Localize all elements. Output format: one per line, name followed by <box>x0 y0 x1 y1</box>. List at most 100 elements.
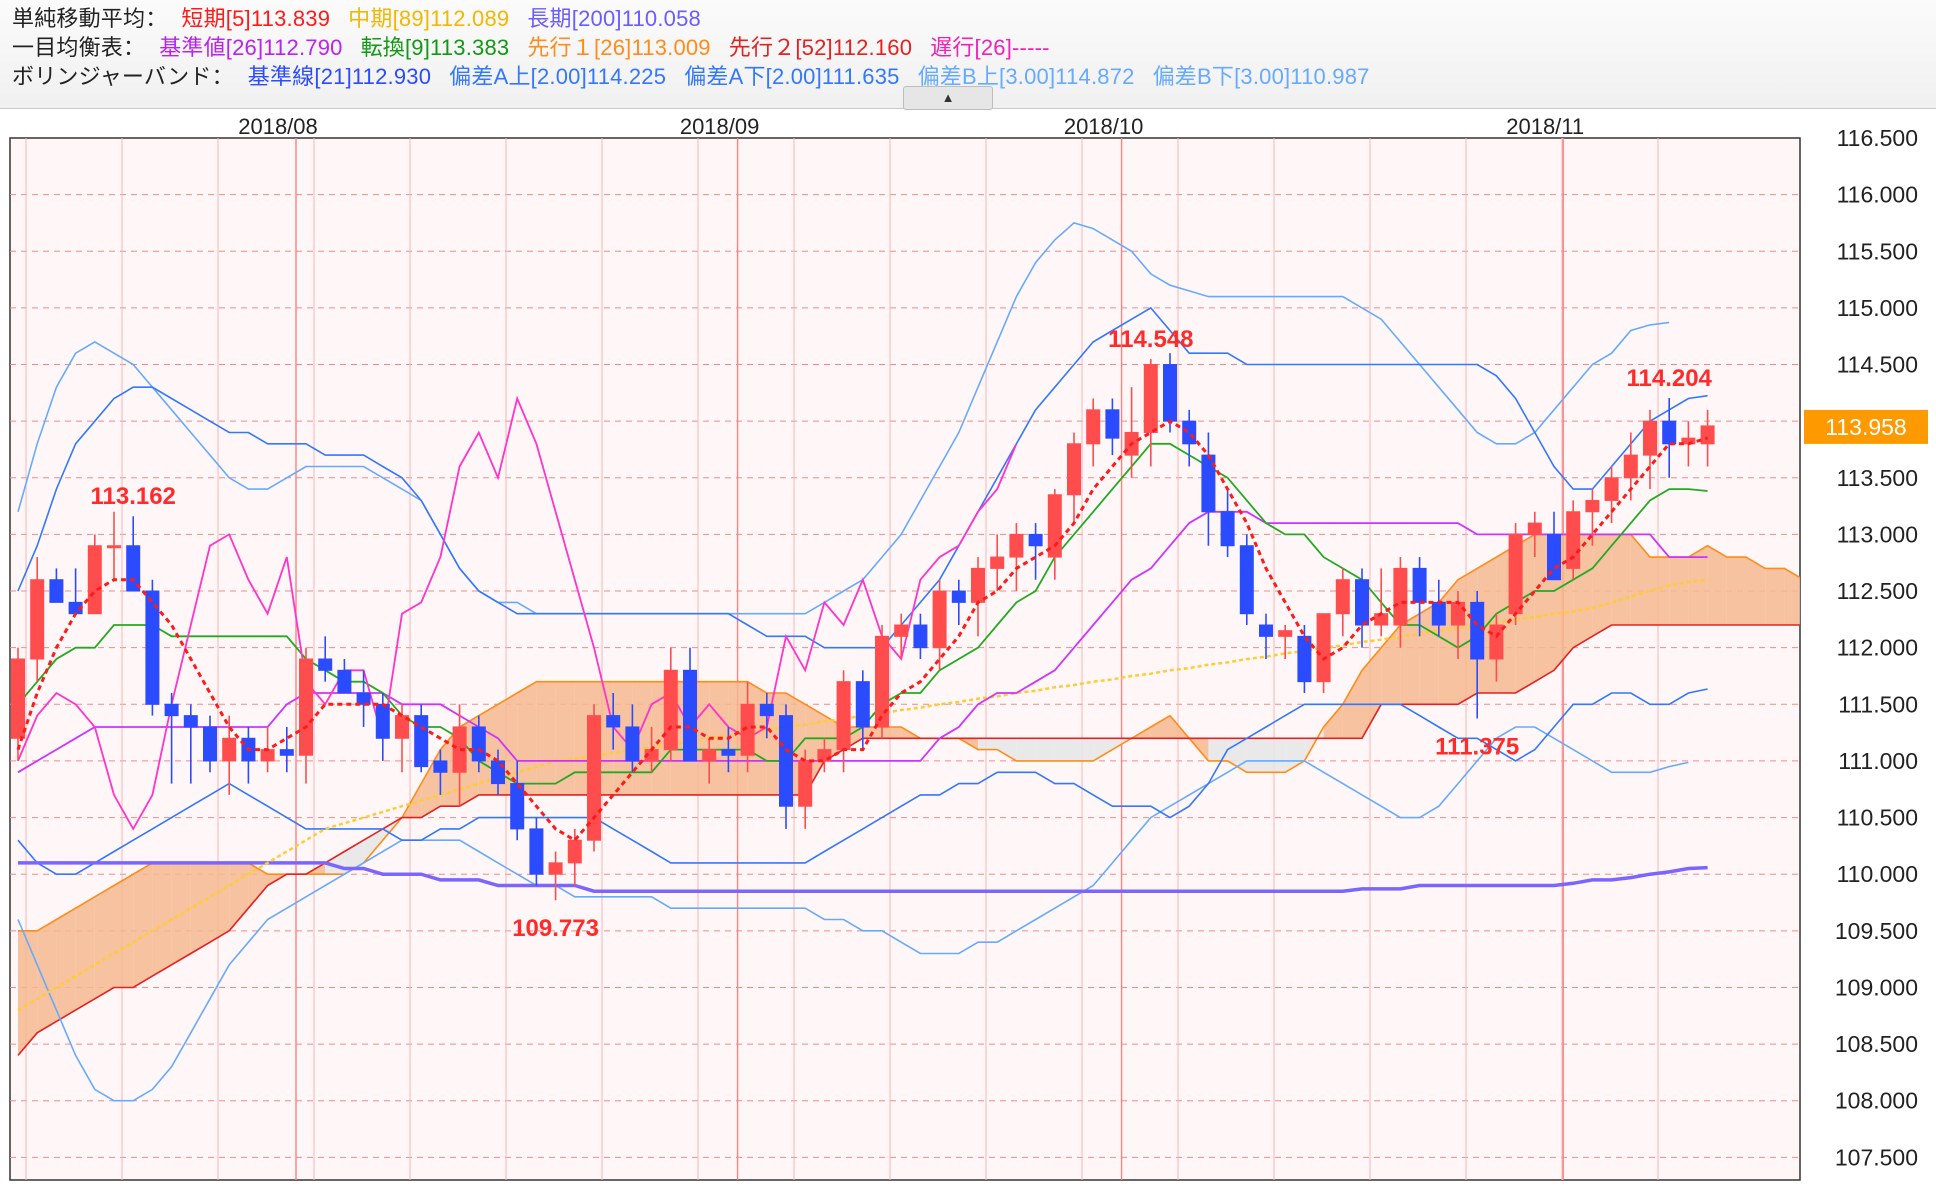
candle-body <box>875 635 889 728</box>
candle-body <box>203 726 217 762</box>
y-tick-label: 110.500 <box>1837 805 1918 831</box>
cloud-segment <box>1669 557 1689 625</box>
y-tick-label: 112.000 <box>1837 635 1918 661</box>
plot-layer <box>11 222 1800 1102</box>
current-price-tag <box>1804 409 1928 444</box>
candle-body <box>721 749 736 756</box>
y-tick-label: 113.500 <box>1837 465 1918 491</box>
candle-body <box>1143 364 1158 433</box>
candle-body <box>779 715 793 807</box>
candle-body <box>1259 624 1273 637</box>
cloud-segment <box>1707 545 1727 625</box>
cloud-segment <box>94 885 114 999</box>
candle-body <box>260 749 275 762</box>
candle-body <box>1316 613 1331 683</box>
ichimoku-base-value: 基準値[26]112.790 <box>159 35 343 60</box>
candle-body <box>932 590 947 649</box>
candle-body <box>817 749 832 762</box>
candle-body <box>337 669 352 694</box>
candle-body <box>1067 443 1081 496</box>
candle-body <box>606 715 621 728</box>
candle-body <box>452 726 467 773</box>
cloud-segment <box>1362 647 1382 739</box>
candle-body <box>1470 601 1485 660</box>
candle-body <box>1009 533 1024 558</box>
sma-long-value: 長期[200]110.058 <box>527 6 701 31</box>
price-annotation: 114.204 <box>1626 365 1712 392</box>
candle-body <box>663 669 678 751</box>
collapse-legend-button[interactable]: ▲ <box>903 86 993 110</box>
cloud-segment <box>1611 534 1631 625</box>
candle-body <box>1451 601 1465 626</box>
candle-body <box>145 590 160 705</box>
candle-body <box>1239 545 1254 615</box>
candle-body <box>356 692 371 705</box>
y-tick-label: 108.500 <box>1835 1031 1918 1057</box>
cloud-segment <box>517 681 537 795</box>
candle-body <box>30 579 45 660</box>
candle-body <box>1623 454 1638 479</box>
cloud-segment <box>1266 738 1286 773</box>
candle-body <box>1662 420 1677 445</box>
price-annotation: 111.375 <box>1435 733 1519 760</box>
candle-body <box>990 556 1005 569</box>
cloud-segment <box>1592 534 1612 637</box>
chart-area[interactable]: 116.500116.000115.500115.000114.500114.0… <box>0 108 1936 1188</box>
cloud-segment <box>1150 715 1170 739</box>
y-tick-label: 113.000 <box>1837 521 1918 547</box>
candle-body <box>1335 579 1350 615</box>
candle-body <box>1508 533 1523 615</box>
indicator-legend: 単純移動平均： 短期[5]113.839 中期[89]112.089 長期[200]1… <box>0 0 1936 110</box>
y-tick-label: 115.500 <box>1837 238 1918 264</box>
bollinger-b-upper-line <box>17 222 1670 615</box>
price-annotation: 109.773 <box>512 915 599 942</box>
candle-body <box>1355 579 1369 626</box>
bollinger-b-lower-line <box>17 726 1689 1102</box>
x-tick-label: 2018/10 <box>1064 114 1144 139</box>
sma-long-line <box>18 861 1708 893</box>
candle-body <box>702 749 717 762</box>
candle-body <box>971 567 985 603</box>
candle-body <box>894 624 909 637</box>
candle-body <box>951 590 966 603</box>
y-tick-label: 114.500 <box>1837 352 1918 378</box>
candle-body <box>1220 511 1235 547</box>
candle-body <box>1028 533 1043 547</box>
candle-body <box>299 658 313 756</box>
candle-body <box>164 703 179 717</box>
candle-body <box>49 579 64 603</box>
candle-body <box>1547 533 1561 581</box>
cloud-segment <box>1323 704 1343 739</box>
bollinger-a-lower-line <box>17 688 1708 876</box>
cloud-segment <box>882 727 902 739</box>
y-tick-label: 112.500 <box>1837 578 1918 604</box>
cloud-segment <box>1765 568 1785 625</box>
candle-body <box>433 760 448 773</box>
candle-body <box>87 545 102 615</box>
cloud-segment <box>997 738 1017 761</box>
price-chart[interactable]: 116.500116.000115.500115.000114.500114.0… <box>0 108 1936 1188</box>
candle-body <box>529 828 544 875</box>
legend-row-ichimoku: 一目均衡表： 基準値[26]112.790 転換[9]113.383 先行１[26]1… <box>12 33 1068 63</box>
bollinger-a-up-value: 偏差A上[2.00]114.225 <box>449 64 667 89</box>
candle-body <box>913 624 928 649</box>
candle-body <box>1412 567 1427 603</box>
candle-body <box>548 862 563 875</box>
candle-body <box>107 545 121 549</box>
candle-body <box>1431 601 1446 626</box>
y-tick-label: 107.500 <box>1835 1144 1918 1170</box>
candle-body <box>1163 364 1177 422</box>
candle-body <box>1182 420 1197 445</box>
candle-body <box>1527 522 1542 535</box>
cloud-segment <box>1746 557 1766 625</box>
candle-body <box>798 760 813 807</box>
candle-body <box>471 726 486 762</box>
cloud-segment <box>978 738 998 750</box>
cloud-segment <box>1285 738 1305 773</box>
cloud-segment <box>536 681 556 795</box>
candle-body <box>510 783 525 830</box>
cloud-segment <box>18 930 38 1056</box>
candle-body <box>1047 494 1062 558</box>
candle-body <box>836 681 851 751</box>
sma-mid-value: 中期[89]112.089 <box>348 6 510 31</box>
